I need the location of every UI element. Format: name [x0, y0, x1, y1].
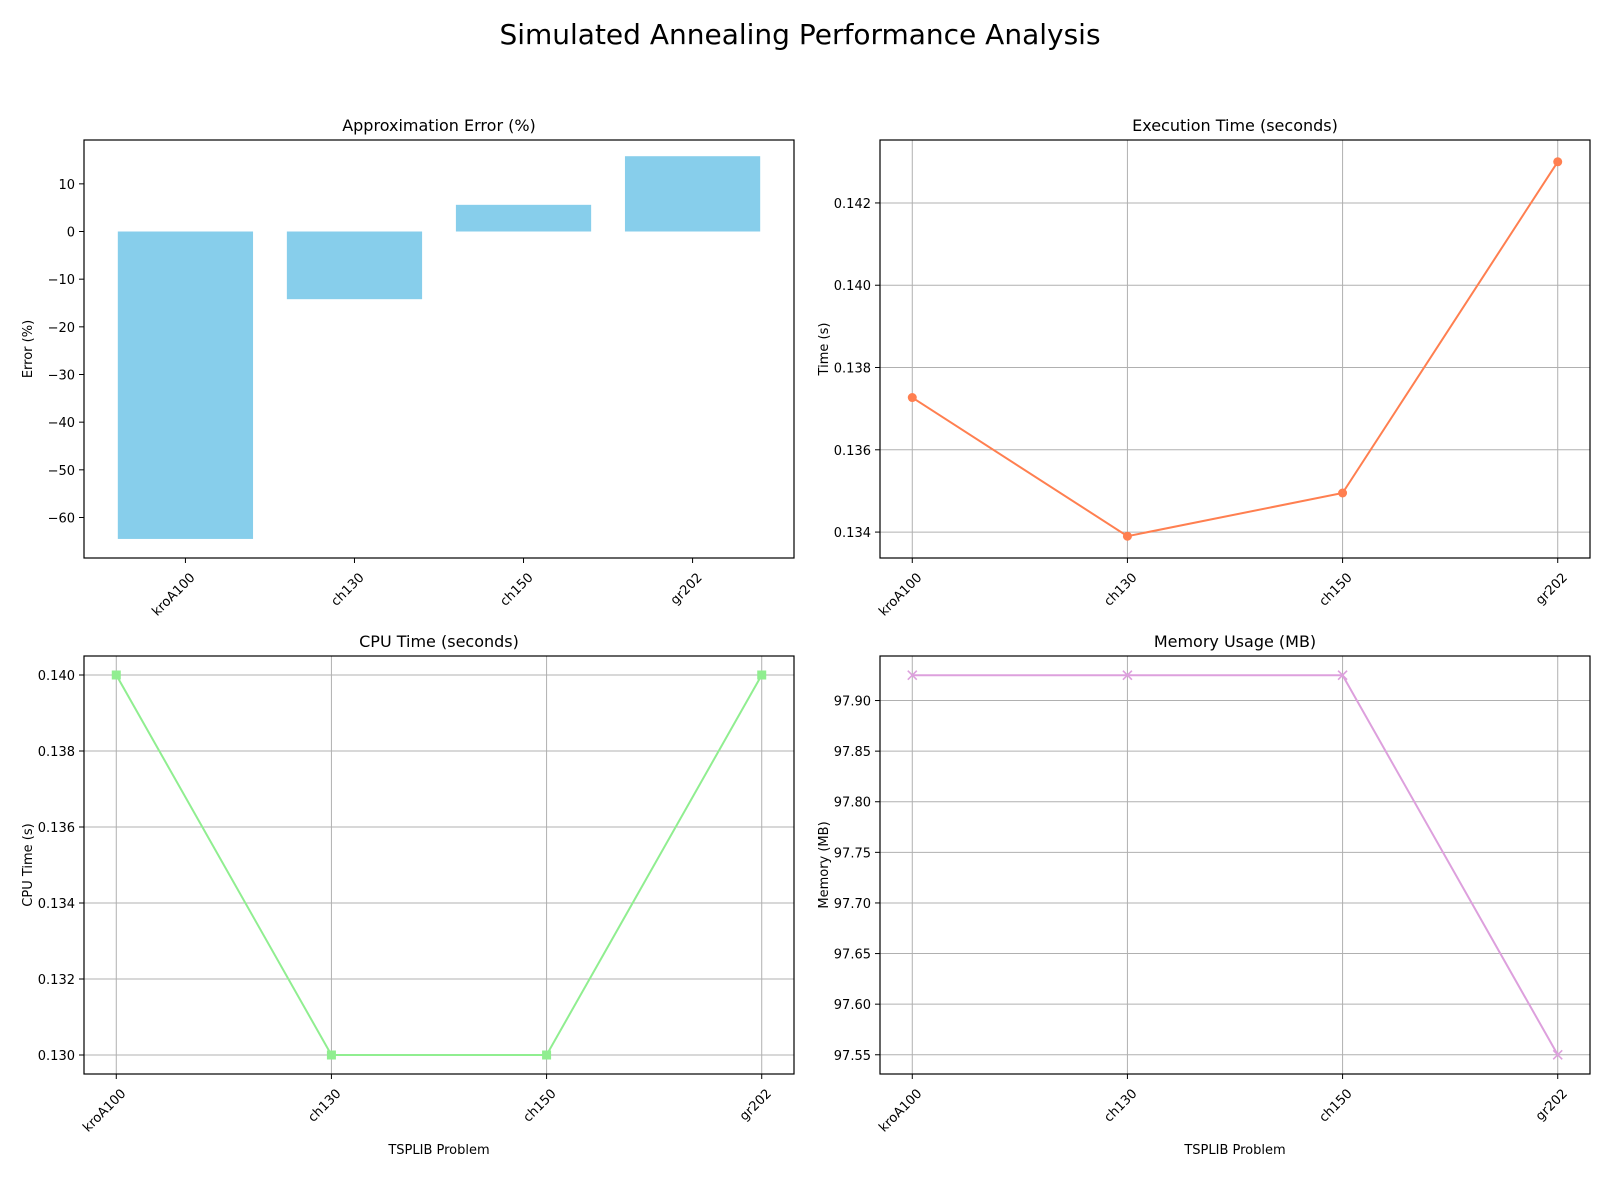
- data-point-ch130: [326, 1050, 336, 1060]
- y-tick-label: 97.90: [834, 695, 871, 710]
- x-axis-label: TSPLIB Problem: [387, 1143, 489, 1158]
- y-tick-label: 97.80: [834, 796, 871, 811]
- y-tick-label: 97.65: [834, 948, 871, 963]
- y-tick-label: 97.75: [834, 846, 871, 861]
- y-tick-label: 0.132: [38, 973, 75, 988]
- data-point-kroA100: [907, 670, 918, 681]
- panel-memory-usage: 97.55 97.60 97.65 97.70 97.75 97.80 97.85 97.90…: [817, 632, 1591, 1158]
- marker-stroke: [1552, 1049, 1563, 1060]
- bar-gr202: [624, 156, 761, 232]
- y-tick-label: 0.140: [834, 279, 871, 294]
- y-tick-label: 10: [58, 178, 75, 193]
- plot-frame: [879, 655, 1591, 1075]
- data-point-kroA100: [111, 670, 121, 680]
- y-tick-label: 0.138: [834, 362, 871, 377]
- y-tick-label: 97.70: [834, 897, 871, 912]
- data-point-ch150: [542, 1050, 552, 1060]
- data-point-gr202: [1553, 157, 1563, 167]
- panel-execution-time: 0.134 0.136 0.138 0.140 0.142 kroA100 ch130 ch1…: [817, 116, 1591, 619]
- x-axis-label: TSPLIB Problem: [1183, 1143, 1285, 1158]
- y-tick-label: −20: [48, 321, 75, 336]
- marker-stroke: [1337, 670, 1348, 681]
- x-tick-label: kroA100: [80, 1086, 129, 1135]
- marker-stroke: [907, 670, 918, 681]
- y-tick-label: −10: [48, 273, 75, 288]
- y-axis-label: CPU Time (s): [21, 823, 36, 906]
- subplot-title: CPU Time (seconds): [359, 632, 519, 651]
- x-tick-label: ch130: [305, 1086, 344, 1125]
- subplot-title: Approximation Error (%): [342, 116, 536, 135]
- x-tick-label: gr202: [1533, 1086, 1571, 1124]
- bar-ch130: [286, 231, 423, 300]
- y-tick-label: 0.138: [38, 745, 75, 760]
- bar-ch150: [455, 204, 592, 232]
- data-point-gr202: [1552, 1049, 1563, 1060]
- y-tick-label: −50: [48, 464, 75, 479]
- y-tick-label: 0.136: [834, 444, 871, 459]
- y-tick-label: 0: [67, 226, 75, 241]
- plot-frame: [83, 139, 795, 559]
- subplot-title: Execution Time (seconds): [1132, 116, 1338, 135]
- x-tick-label: kroA100: [150, 570, 199, 619]
- series-line: [912, 674, 1559, 1056]
- data-point-ch150: [1338, 488, 1348, 498]
- panel-cpu-time: 0.130 0.132 0.134 0.136 0.138 0.140 kroA100 ch1…: [21, 632, 795, 1158]
- y-tick-label: 0.134: [38, 897, 75, 912]
- y-axis-label: Error (%): [21, 320, 36, 378]
- y-axis-label: Time (s): [817, 323, 832, 377]
- data-point-kroA100: [907, 393, 917, 403]
- data-point-ch150: [1337, 670, 1348, 681]
- figure-title: Simulated Annealing Performance Analysis: [499, 18, 1101, 51]
- plot-frame: [83, 655, 795, 1075]
- x-tick-label: gr202: [668, 570, 706, 608]
- x-tick-label: ch150: [521, 1086, 560, 1125]
- data-point-ch130: [1122, 670, 1133, 681]
- x-tick-label: ch150: [1317, 1086, 1356, 1125]
- x-tick-label: ch130: [328, 570, 367, 609]
- y-tick-label: −40: [48, 416, 75, 431]
- x-tick-label: gr202: [737, 1086, 775, 1124]
- y-tick-label: 97.60: [834, 998, 871, 1013]
- x-tick-label: ch130: [1101, 570, 1140, 609]
- data-point-gr202: [757, 670, 767, 680]
- x-tick-label: ch150: [1317, 570, 1356, 609]
- y-axis-label: Memory (MB): [817, 821, 832, 908]
- x-tick-label: ch150: [498, 570, 537, 609]
- y-tick-label: 0.142: [834, 197, 871, 212]
- marker-stroke: [1122, 670, 1133, 681]
- subplot-title: Memory Usage (MB): [1154, 632, 1316, 651]
- x-tick-label: kroA100: [876, 570, 925, 619]
- x-tick-label: ch130: [1101, 1086, 1140, 1125]
- data-point-ch130: [1122, 531, 1132, 541]
- bar-kroA100: [117, 231, 254, 539]
- y-tick-label: 0.136: [38, 821, 75, 836]
- y-tick-label: 97.55: [834, 1049, 871, 1064]
- y-tick-label: −30: [48, 368, 75, 383]
- panel-approximation-error: 10 0 −10 −20 −30 −40 −50 −60 kroA100 ch130 ch150 gr…: [21, 116, 795, 619]
- y-tick-label: −60: [48, 511, 75, 526]
- x-tick-label: kroA100: [876, 1086, 925, 1135]
- y-tick-label: 0.134: [834, 526, 871, 541]
- y-tick-label: 0.140: [38, 669, 75, 684]
- series-line: [911, 161, 1559, 538]
- x-tick-label: gr202: [1533, 570, 1571, 608]
- y-tick-label: 97.85: [834, 745, 871, 760]
- plot-frame: [879, 139, 1591, 559]
- y-tick-label: 0.130: [38, 1049, 75, 1064]
- series-line: [115, 674, 763, 1056]
